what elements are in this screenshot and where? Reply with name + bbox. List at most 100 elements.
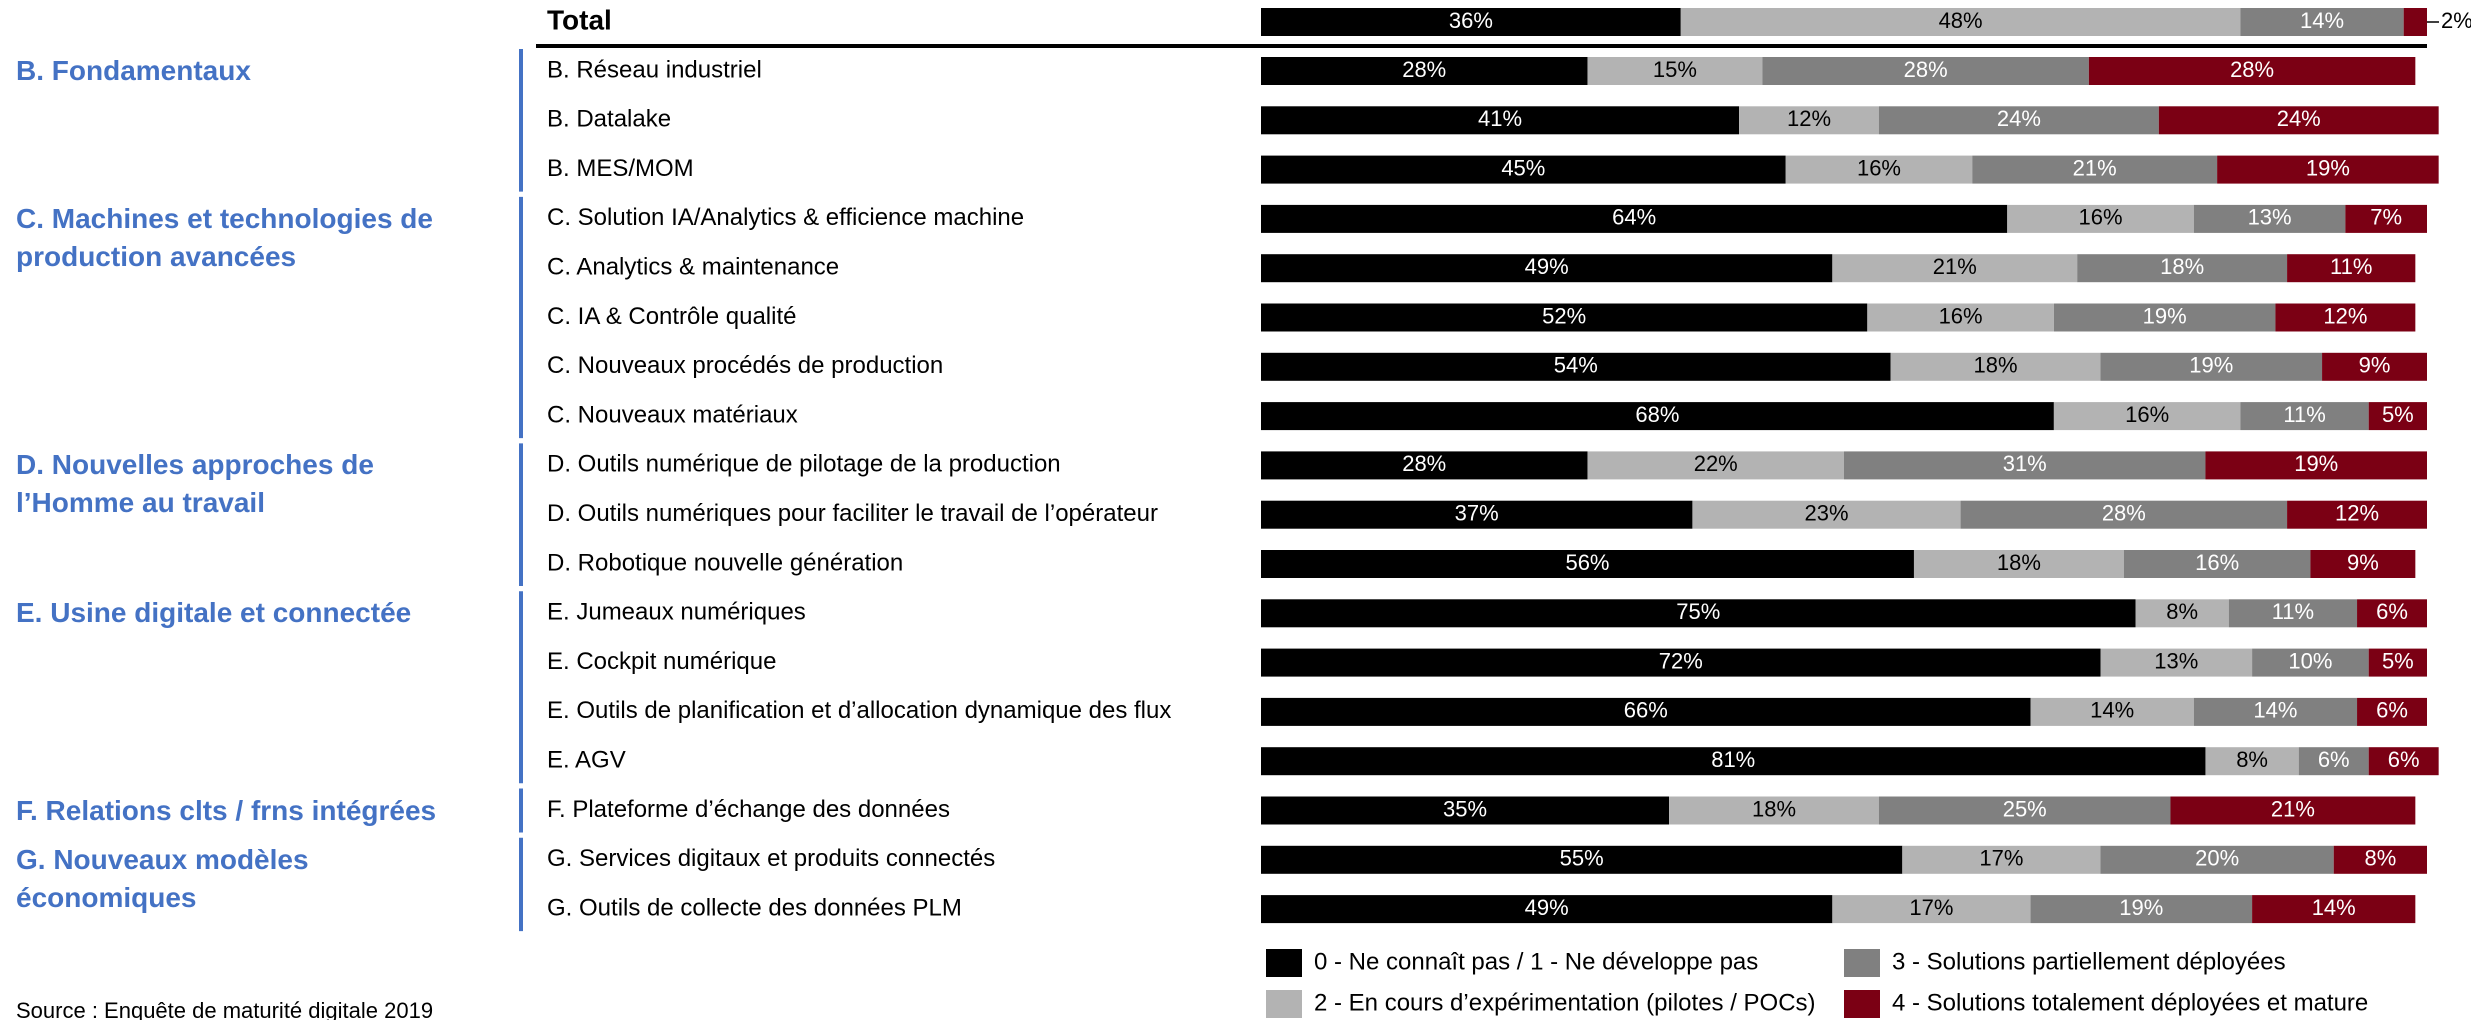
category-label: C. Solution IA/Analytics & efficience ma… (547, 204, 1024, 231)
value-label: 64% (1612, 205, 1656, 230)
bar-segment (2333, 845, 2427, 874)
bar-segment (1261, 303, 1868, 332)
bar-segment (1878, 796, 2171, 825)
bar-segment (1261, 204, 2008, 233)
bar-segment (1867, 303, 2054, 332)
value-label: 75% (1676, 599, 1720, 624)
legend-label: 2 - En cours d’expérimentation (pilotes … (1314, 989, 1816, 1016)
bar-segment (2357, 599, 2427, 628)
category-label: G. Services digitaux et produits connect… (547, 845, 995, 872)
bar-segment (1261, 796, 1670, 825)
value-label: 35% (1443, 796, 1487, 821)
value-label: 8% (2236, 747, 2268, 772)
legend-swatch (1844, 990, 1880, 1018)
legend-label: 4 - Solutions totalement déployées et ma… (1892, 989, 2368, 1016)
category-label: D. Outils numériques pour faciliter le t… (547, 500, 1158, 527)
value-label: 21% (2073, 155, 2117, 180)
bar-segment (2030, 697, 2194, 726)
bar-segment (2053, 303, 2276, 332)
value-label: 13% (2154, 648, 2198, 673)
value-label: 8% (2364, 846, 2396, 871)
bar-segment (2345, 204, 2427, 233)
group-label: E. Usine digitale et connectée (16, 597, 412, 629)
value-label: 66% (1624, 698, 1668, 723)
bar-segment (1261, 845, 1903, 874)
bar-segment (2123, 550, 2311, 578)
value-label: 6% (2388, 747, 2420, 772)
value-label: 37% (1455, 501, 1499, 526)
value-label: 54% (1554, 353, 1598, 378)
value-label: 16% (2195, 550, 2239, 575)
value-label: 19% (2143, 303, 2187, 328)
category-label: G. Outils de collecte des données PLM (547, 894, 962, 921)
value-label: 5% (2382, 402, 2414, 427)
bar-segment (2007, 204, 2194, 233)
bar-segment (2100, 845, 2334, 874)
bar-segment (2205, 747, 2299, 776)
bar-segment (2287, 500, 2427, 529)
value-label: 20% (2195, 846, 2239, 871)
bar-segment (1832, 254, 2078, 283)
value-label: 48% (1939, 8, 1983, 33)
category-label: C. Analytics & maintenance (547, 254, 839, 281)
category-label: E. Outils de planification et d’allocati… (547, 697, 1171, 724)
value-label: 81% (1711, 747, 1755, 772)
value-label: 14% (2253, 698, 2297, 723)
value-label: 19% (2306, 155, 2350, 180)
value-label: 41% (1478, 106, 1522, 131)
value-label: 52% (1542, 303, 1586, 328)
category-label: E. Cockpit numérique (547, 648, 776, 675)
bar-segment (1261, 402, 2054, 431)
value-label: 9% (2347, 550, 2379, 575)
bar-segment (2088, 57, 2416, 85)
value-label: 16% (2078, 205, 2122, 230)
value-label: 16% (1939, 303, 1983, 328)
category-label: C. Nouveaux procédés de production (547, 352, 943, 379)
category-label: C. IA & Contrôle qualité (547, 303, 796, 330)
value-label: 28% (1904, 57, 1948, 82)
value-label: 12% (2335, 501, 2379, 526)
bar-segment (1902, 845, 2101, 874)
legend-swatch (1266, 949, 1302, 977)
value-label: 17% (1909, 895, 1953, 920)
value-label: 14% (2312, 895, 2356, 920)
value-label: 18% (1974, 353, 2018, 378)
category-label: E. Jumeaux numériques (547, 599, 806, 626)
legend-label: 3 - Solutions partiellement déployées (1892, 948, 2286, 975)
value-label: 21% (1933, 254, 1977, 279)
value-label: 68% (1635, 402, 1679, 427)
value-label: 19% (2189, 353, 2233, 378)
value-label: 14% (2090, 698, 2134, 723)
value-label: 49% (1525, 895, 1569, 920)
value-label: 28% (2102, 501, 2146, 526)
legend-label: 0 - Ne connaît pas / 1 - Ne développe pa… (1314, 948, 1758, 975)
bar-segment (1680, 8, 2241, 36)
value-label: 24% (1997, 106, 2041, 131)
bar-segment (2357, 697, 2427, 726)
bar-segment (2368, 402, 2427, 431)
bar-segment (1913, 550, 2124, 578)
value-label: 7% (2370, 205, 2402, 230)
value-label: 15% (1653, 57, 1697, 82)
bar-segment (1587, 57, 1763, 85)
value-label: 11% (2272, 599, 2314, 624)
bar-segment (2228, 599, 2358, 628)
group-label: C. Machines et technologies de productio… (16, 202, 433, 272)
bar-segment (1261, 599, 2136, 628)
bar-segment (2240, 402, 2369, 431)
category-label: B. Datalake (547, 106, 671, 133)
bar-segment (1261, 451, 1588, 480)
bar-segment (1261, 106, 1740, 135)
bar-segment (1261, 155, 1786, 184)
bar-segment (2170, 796, 2416, 825)
value-label: 12% (2323, 303, 2367, 328)
value-label: 28% (2230, 57, 2274, 82)
category-label: B. MES/MOM (547, 155, 694, 182)
bar-segment (2252, 895, 2416, 924)
bar-segment (2077, 254, 2288, 283)
bar-segment (1832, 895, 2031, 924)
value-label: 45% (1501, 155, 1545, 180)
bar-segment (1261, 8, 1681, 36)
